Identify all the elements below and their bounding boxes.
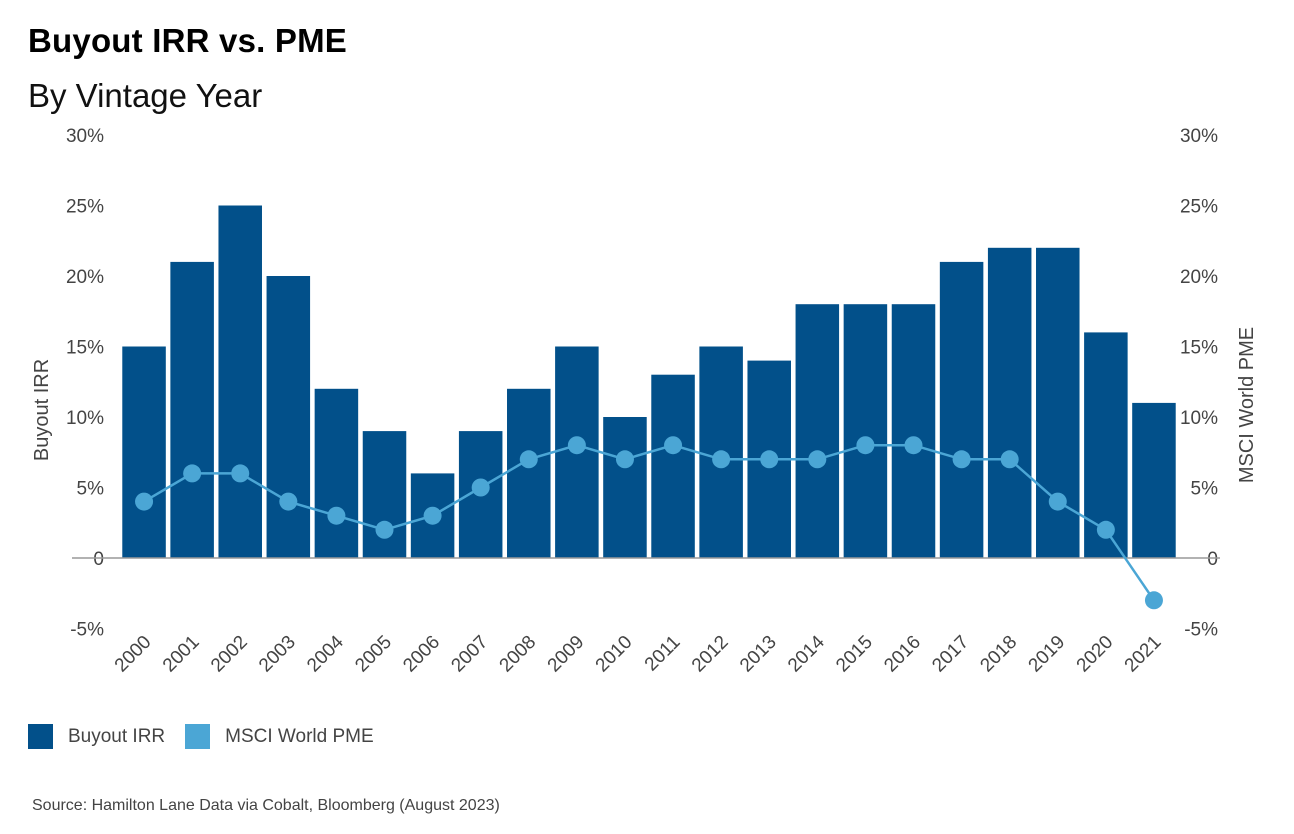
legend-item-buyout-irr[interactable]: Buyout IRR (28, 724, 165, 749)
left-axis-ticks: -5% 0 5% 10% 15% 20% 25% 30% (66, 126, 104, 641)
pme-point (135, 492, 154, 511)
bar (507, 388, 551, 558)
pme-point (664, 436, 683, 455)
pme-point (183, 464, 202, 483)
y-tick-label-right: 30% (1180, 126, 1218, 147)
source-note: Source: Hamilton Lane Data via Cobalt, B… (32, 797, 500, 814)
y-tick-label-right: 10% (1180, 408, 1218, 429)
pme-line (143, 443, 1155, 602)
bar (314, 388, 359, 558)
x-tick-label: 2004 (303, 631, 348, 676)
legend-label: Buyout IRR (68, 725, 166, 747)
chart-title: Buyout IRR vs. PME (28, 22, 347, 59)
x-tick-label: 2020 (1073, 632, 1118, 677)
pme-point (1096, 520, 1115, 539)
right-axis-ticks: -5% 0 5% 10% 15% 20% 25% 30% (1180, 126, 1218, 641)
pme-point (231, 464, 250, 483)
pme-point (1144, 591, 1163, 610)
pme-point (712, 450, 731, 469)
bar (362, 431, 407, 558)
bar (651, 374, 695, 558)
pme-point (423, 506, 442, 525)
chart-area: -5% 0 5% 10% 15% 20% 25% 30% -5% 0 5% 10% 15% 20% 25%… (31, 126, 1258, 676)
y-tick-label-right: 5% (1191, 479, 1219, 500)
x-tick-label: 2009 (544, 632, 589, 677)
y-tick-label-left: 25% (66, 197, 104, 218)
x-tick-label: 2003 (255, 632, 300, 677)
x-tick-label: 2017 (928, 632, 973, 677)
right-axis-label: MSCI World PME (1236, 327, 1258, 483)
x-tick-label: 2007 (447, 632, 492, 677)
x-tick-label: 2019 (1025, 632, 1070, 677)
x-tick-label: 2021 (1121, 632, 1166, 677)
y-tick-label-right: 20% (1180, 267, 1218, 288)
x-tick-label: 2000 (111, 632, 156, 677)
legend-swatch-bar (28, 724, 53, 749)
x-tick-label: 2011 (641, 632, 685, 676)
x-tick-label: 2016 (880, 632, 925, 677)
x-tick-label: 2013 (736, 632, 781, 677)
bar (987, 247, 1032, 559)
x-tick-label: 2018 (976, 632, 1021, 677)
pme-point (567, 436, 586, 455)
x-tick-label: 2014 (784, 631, 829, 676)
y-tick-label-right: 25% (1180, 197, 1218, 218)
y-tick-label-left: -5% (70, 620, 104, 641)
chart-subtitle: By Vintage Year (28, 77, 263, 114)
pme-point (471, 478, 490, 497)
bar (843, 304, 888, 558)
y-tick-label-left: 5% (77, 479, 105, 500)
pme-point (615, 450, 634, 469)
bar (170, 261, 214, 558)
bar (603, 417, 647, 558)
bar (939, 261, 984, 558)
x-tick-label: 2012 (688, 632, 733, 677)
y-tick-label-right: -5% (1184, 620, 1218, 641)
x-axis-ticks: 2000 2001 2002 2003 2004 2005 2006 2007 2008 2009… (111, 631, 1166, 676)
pme-point (808, 450, 827, 469)
x-tick-label: 2006 (399, 632, 444, 677)
bar (218, 205, 262, 558)
left-axis-label: Buyout IRR (31, 359, 53, 461)
legend-label: MSCI World PME (225, 725, 374, 747)
bar (891, 304, 936, 558)
y-tick-label-right: 0 (1207, 549, 1218, 570)
bar (266, 276, 311, 558)
bar (122, 346, 166, 558)
bar (795, 304, 840, 558)
legend-item-msci-world-pme[interactable]: MSCI World PME (185, 724, 374, 749)
x-tick-label: 2001 (159, 632, 204, 677)
pme-point (1048, 492, 1067, 511)
y-tick-label-left: 20% (66, 267, 104, 288)
legend-swatch-line (185, 724, 211, 749)
pme-point (904, 436, 923, 455)
pme-point (375, 520, 394, 539)
bar (1132, 402, 1176, 558)
line-series (135, 436, 1163, 610)
x-tick-label: 2002 (207, 632, 252, 677)
pme-point (856, 436, 875, 455)
y-tick-label-left: 0 (93, 549, 104, 570)
pme-point (327, 506, 346, 525)
y-tick-label-left: 10% (66, 408, 104, 429)
x-tick-label: 2005 (351, 632, 396, 677)
pme-point (279, 492, 298, 511)
y-tick-label-left: 30% (66, 126, 104, 147)
legend: Buyout IRR MSCI World PME (28, 724, 394, 749)
x-tick-label: 2015 (832, 632, 877, 677)
pme-point (1000, 450, 1019, 469)
y-tick-label-right: 15% (1180, 338, 1218, 359)
pme-point (519, 450, 538, 469)
pme-point (760, 450, 779, 469)
pme-point (952, 450, 971, 469)
x-tick-label: 2010 (592, 632, 637, 677)
y-tick-label-left: 15% (66, 338, 104, 359)
x-tick-label: 2008 (496, 632, 541, 677)
